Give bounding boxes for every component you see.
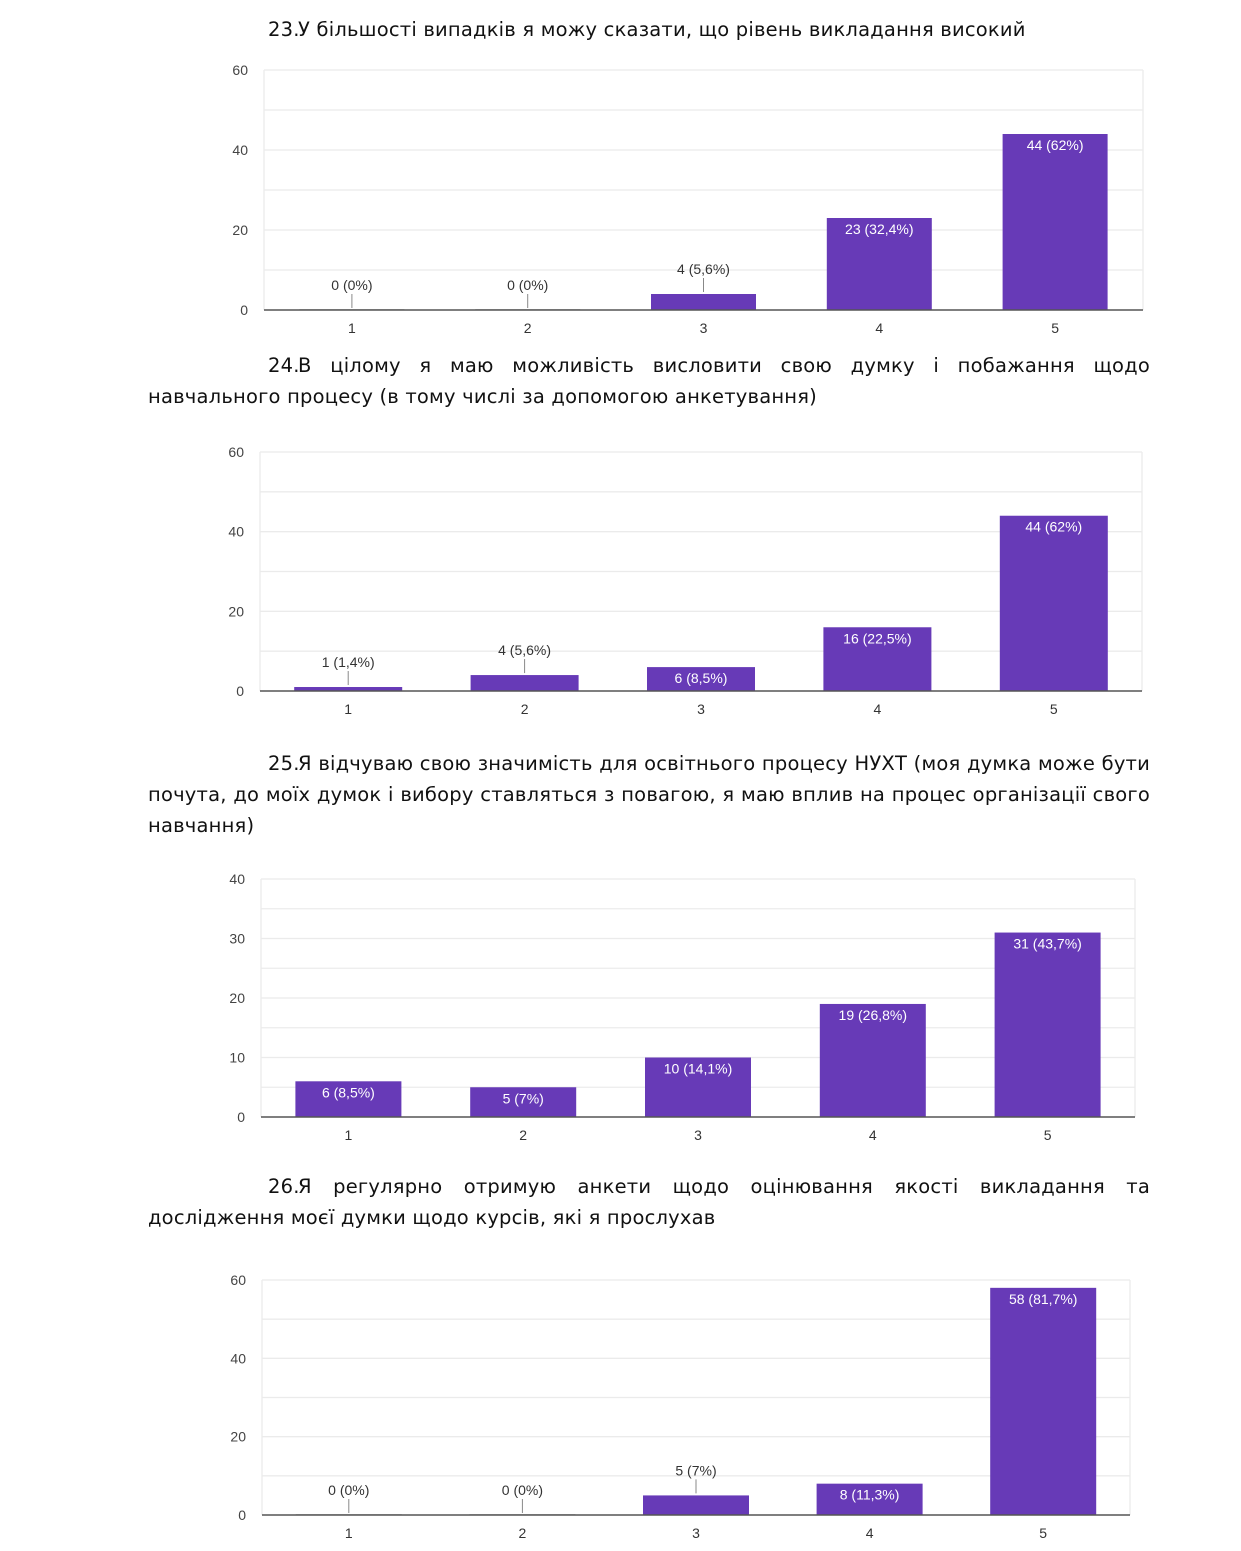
- data-label: 6 (8,5%): [322, 1084, 375, 1100]
- x-tick-label: 2: [519, 1525, 527, 1541]
- data-label: 5 (7%): [503, 1090, 544, 1106]
- x-tick-label: 5: [1039, 1525, 1047, 1541]
- data-label: 8 (11,3%): [840, 1487, 900, 1503]
- x-tick-label: 3: [697, 701, 705, 717]
- question-text: Я відчуваю свою значимість для освітньог…: [148, 752, 1150, 837]
- bar: [295, 1081, 402, 1117]
- question-text: У більшості випадків я можу сказати, що …: [298, 18, 1026, 41]
- y-tick-label: 20: [230, 1429, 246, 1445]
- data-label: 0 (0%): [331, 277, 372, 293]
- question-number: 24.: [268, 354, 300, 377]
- y-tick-label: 10: [229, 1050, 245, 1066]
- question-number: 23.: [268, 18, 300, 41]
- bar: [645, 1057, 751, 1117]
- x-tick-label: 5: [1044, 1127, 1052, 1143]
- bar: [470, 675, 579, 691]
- y-tick-label: 60: [230, 1272, 246, 1288]
- bar: [294, 687, 403, 691]
- question-25: 25.Я відчуваю свою значимість для освітн…: [148, 748, 1150, 841]
- bar-chart-q23: 0 20 40 60 0 (0%) 1 0 (0%) 2 4 (5,6%) 3 23 (32,4%)…: [232, 62, 1144, 336]
- x-tick-label: 5: [1050, 701, 1058, 717]
- question-24: 24.В цілому я маю можливість висловити с…: [148, 350, 1150, 412]
- data-label: 0 (0%): [507, 277, 548, 293]
- y-tick-label: 0: [240, 302, 248, 318]
- x-tick-label: 1: [345, 1127, 353, 1143]
- x-tick-label: 5: [1051, 320, 1059, 336]
- data-label: 16 (22,5%): [843, 630, 911, 646]
- data-label: 4 (5,6%): [498, 642, 551, 658]
- x-tick-label: 3: [692, 1525, 700, 1541]
- y-tick-label: 30: [229, 931, 245, 947]
- data-label: 58 (81,7%): [1009, 1291, 1077, 1307]
- data-label: 5 (7%): [675, 1462, 716, 1478]
- bar: [819, 1003, 926, 1117]
- bar: [823, 627, 932, 691]
- y-tick-label: 20: [232, 222, 248, 238]
- x-tick-label: 3: [694, 1127, 702, 1143]
- x-tick-label: 4: [875, 320, 883, 336]
- x-tick-label: 1: [345, 1525, 353, 1541]
- data-label: 23 (32,4%): [845, 221, 913, 237]
- y-tick-label: 40: [230, 1350, 246, 1366]
- x-tick-label: 2: [519, 1127, 527, 1143]
- bar: [990, 1287, 1097, 1515]
- bar-chart-q24: 0 20 40 60 1 (1,4%) 1 4 (5,6%) 2 6 (8,5%) 3 16 (22…: [228, 444, 1143, 717]
- data-label: 44 (62%): [1025, 519, 1082, 535]
- y-tick-label: 20: [229, 990, 245, 1006]
- data-label: 44 (62%): [1027, 137, 1084, 153]
- x-tick-label: 4: [869, 1127, 877, 1143]
- data-label: 1 (1,4%): [322, 654, 375, 670]
- bar: [994, 932, 1101, 1117]
- bar: [643, 1495, 749, 1515]
- x-tick-label: 2: [524, 320, 532, 336]
- y-tick-label: 40: [228, 524, 244, 540]
- y-tick-label: 60: [232, 62, 248, 78]
- bar: [647, 667, 755, 691]
- y-tick-label: 0: [238, 1507, 246, 1523]
- y-tick-label: 0: [236, 683, 244, 699]
- x-tick-label: 1: [348, 320, 356, 336]
- question-number: 26.: [268, 1175, 300, 1198]
- bar-chart-q25: 0 10 20 30 40 6 (8,5%) 1 5 (7%) 2 10 (14,1%) 3 19 (…: [229, 871, 1136, 1143]
- x-tick-label: 4: [874, 701, 882, 717]
- data-label: 0 (0%): [328, 1482, 369, 1498]
- x-tick-label: 3: [700, 320, 708, 336]
- data-label: 19 (26,8%): [839, 1007, 907, 1023]
- bar: [470, 1087, 577, 1117]
- question-text: В цілому я маю можливість висловити свою…: [148, 354, 1150, 408]
- data-label: 0 (0%): [502, 1482, 543, 1498]
- question-26: 26.Я регулярно отримую анкети щодо оціню…: [148, 1171, 1150, 1233]
- bar: [999, 515, 1108, 691]
- y-tick-label: 40: [229, 871, 245, 887]
- question-23: 23.У більшості випадків я можу сказати, …: [148, 14, 1150, 45]
- bar: [816, 1483, 923, 1515]
- data-label: 6 (8,5%): [675, 670, 728, 686]
- bar: [826, 218, 932, 310]
- bar: [1002, 134, 1108, 310]
- y-tick-label: 20: [228, 603, 244, 619]
- data-label: 10 (14,1%): [664, 1061, 732, 1077]
- y-tick-label: 60: [228, 444, 244, 460]
- data-label: 31 (43,7%): [1013, 936, 1081, 952]
- y-tick-label: 40: [232, 142, 248, 158]
- question-number: 25.: [268, 752, 300, 775]
- data-label: 4 (5,6%): [677, 261, 730, 277]
- x-tick-label: 2: [521, 701, 529, 717]
- x-tick-label: 4: [866, 1525, 874, 1541]
- y-tick-label: 0: [237, 1109, 245, 1125]
- question-text: Я регулярно отримую анкети щодо оцінюван…: [148, 1175, 1150, 1229]
- x-tick-label: 1: [344, 701, 352, 717]
- bar: [651, 294, 756, 310]
